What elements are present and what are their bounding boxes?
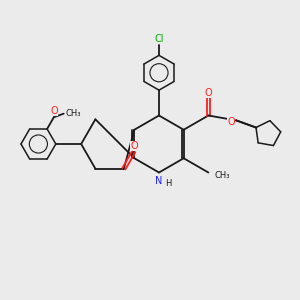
Text: O: O	[130, 141, 138, 151]
Text: Cl: Cl	[154, 34, 164, 44]
Text: O: O	[50, 106, 58, 116]
Text: CH₃: CH₃	[214, 171, 230, 180]
Text: CH₃: CH₃	[65, 109, 81, 118]
Text: N: N	[155, 176, 163, 186]
Text: H: H	[166, 179, 172, 188]
Text: O: O	[205, 88, 212, 98]
Text: O: O	[227, 117, 235, 127]
